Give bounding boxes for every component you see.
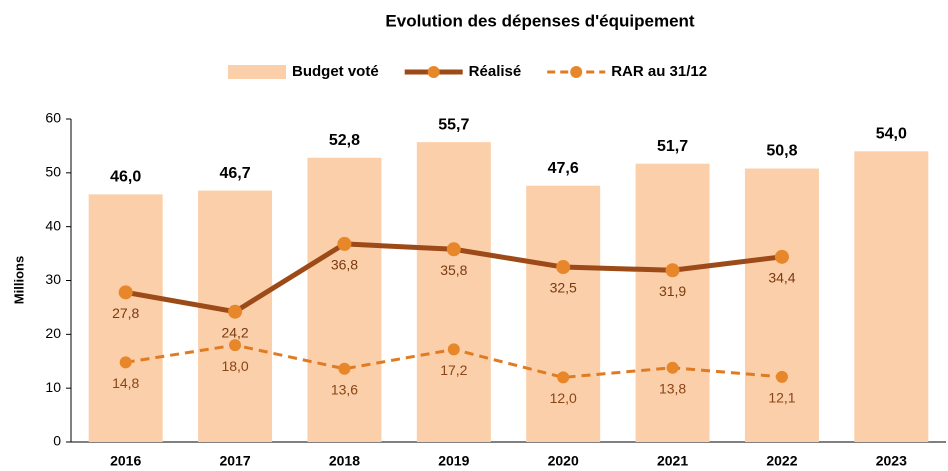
legend-label: RAR au 31/12 bbox=[611, 63, 707, 80]
x-tick-label: 2019 bbox=[438, 453, 469, 469]
line-value-label: 14,8 bbox=[112, 375, 139, 391]
marker bbox=[337, 236, 352, 251]
bar-value-label: 47,6 bbox=[548, 160, 579, 177]
x-tick-label: 2021 bbox=[657, 453, 688, 469]
bar-value-label: 46,0 bbox=[110, 169, 141, 186]
y-tick-label: 50 bbox=[45, 164, 61, 180]
marker bbox=[665, 263, 680, 278]
y-tick-label: 10 bbox=[45, 379, 61, 395]
line-value-label: 12,1 bbox=[768, 390, 795, 406]
bar-value-label: 50,8 bbox=[766, 143, 797, 160]
line-value-label: 17,2 bbox=[440, 362, 467, 378]
marker bbox=[774, 249, 789, 264]
bar bbox=[88, 194, 163, 442]
line-value-label: 35,8 bbox=[440, 262, 467, 278]
line-value-label: 24,2 bbox=[221, 324, 248, 340]
line-value-label: 13,8 bbox=[659, 380, 686, 396]
line-value-label: 34,4 bbox=[768, 270, 795, 286]
marker bbox=[666, 361, 679, 374]
y-tick-label: 0 bbox=[53, 433, 61, 449]
bar bbox=[744, 168, 819, 442]
bar-value-label: 46,7 bbox=[219, 165, 250, 182]
y-tick-label: 30 bbox=[45, 271, 61, 287]
bar-value-label: 54,0 bbox=[876, 126, 907, 143]
x-tick-label: 2022 bbox=[766, 453, 797, 469]
line-value-label: 12,0 bbox=[550, 390, 577, 406]
marker bbox=[775, 370, 788, 383]
bar bbox=[416, 142, 491, 443]
line-value-label: 18,0 bbox=[221, 358, 248, 374]
bar bbox=[307, 157, 382, 442]
x-tick-label: 2016 bbox=[110, 453, 141, 469]
legend-marker bbox=[427, 66, 440, 78]
bar bbox=[854, 151, 929, 443]
line-value-label: 32,5 bbox=[550, 280, 577, 296]
line-value-label: 13,6 bbox=[331, 381, 358, 397]
line-value-label: 31,9 bbox=[659, 283, 686, 299]
bar-value-label: 51,7 bbox=[657, 138, 688, 155]
marker bbox=[447, 343, 460, 356]
y-tick-label: 20 bbox=[45, 325, 61, 341]
y-tick-label: 60 bbox=[45, 110, 61, 126]
line-value-label: 36,8 bbox=[331, 257, 358, 273]
legend-marker bbox=[570, 66, 583, 78]
marker bbox=[119, 356, 132, 369]
bar bbox=[635, 163, 710, 442]
legend-swatch bbox=[228, 65, 286, 79]
marker bbox=[446, 242, 461, 257]
marker bbox=[556, 260, 571, 275]
bar-value-label: 52,8 bbox=[329, 132, 360, 149]
y-tick-label: 40 bbox=[45, 217, 61, 233]
marker bbox=[557, 371, 570, 384]
legend-label: Budget voté bbox=[292, 63, 379, 80]
bar bbox=[526, 185, 601, 442]
x-tick-label: 2018 bbox=[329, 453, 360, 469]
y-axis-label: Millions bbox=[11, 256, 26, 304]
line-value-label: 27,8 bbox=[112, 305, 139, 321]
x-tick-label: 2017 bbox=[219, 453, 250, 469]
bar-value-label: 55,7 bbox=[438, 116, 469, 133]
chart-title: Evolution des dépenses d'équipement bbox=[385, 11, 694, 30]
marker bbox=[338, 362, 351, 375]
marker bbox=[118, 285, 133, 300]
x-tick-label: 2023 bbox=[876, 453, 907, 469]
x-tick-label: 2020 bbox=[548, 453, 579, 469]
legend-label: Réalisé bbox=[469, 63, 522, 80]
marker bbox=[228, 304, 243, 319]
marker bbox=[229, 339, 242, 352]
